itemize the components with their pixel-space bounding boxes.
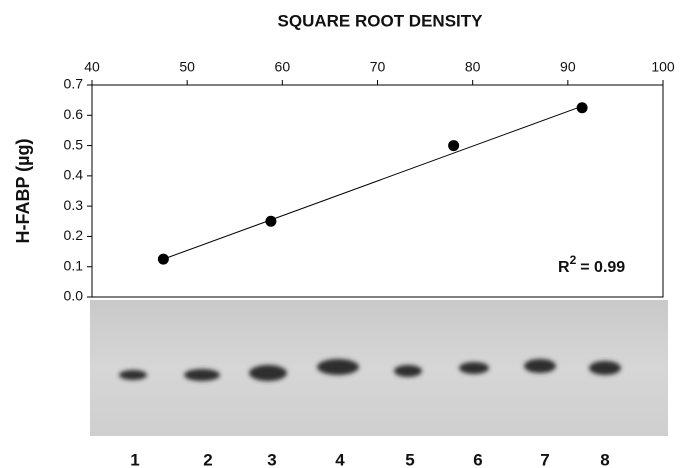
lane-label: 8 [600,450,609,468]
data-point [265,216,276,227]
x-tick-label: 70 [370,59,386,75]
blot-band [119,370,147,380]
blot-band [394,365,422,377]
lane-label: 6 [473,450,482,468]
blot-background [90,300,668,436]
annotation-superscript: 2 [570,253,577,267]
blot [90,300,668,436]
y-tick-label: 0.3 [64,197,84,213]
y-tick-label: 0.2 [64,227,84,243]
lane-label: 1 [130,450,139,468]
annotation: R2= 0.99 [558,253,625,276]
annotation-text: = 0.99 [580,259,625,276]
y-tick-label: 0.7 [64,76,84,92]
x-tick-label: 80 [465,59,481,75]
plot-frame [92,85,663,297]
lane-label: 4 [335,450,345,468]
blot-band [459,362,489,374]
x-tick-label: 40 [84,59,100,75]
blot-band [317,359,359,375]
y-tick-label: 0.4 [64,167,84,183]
lane-label: 2 [203,450,212,468]
blot-band [184,369,220,381]
x-tick-label: 90 [560,59,576,75]
y-tick-label: 0.0 [64,288,84,304]
y-tick-label: 0.1 [64,257,84,273]
blot-band [524,359,556,373]
y-tick-label: 0.5 [64,136,84,152]
data-point [448,140,459,151]
blot-band [249,365,287,381]
annotation-text: R [558,259,570,276]
lane-label: 7 [540,450,549,468]
y-tick-label: 0.6 [64,106,84,122]
x-tick-label: 60 [275,59,291,75]
data-point [158,254,169,265]
lane-label: 3 [267,450,276,468]
blot-band [589,361,621,375]
x-tick-label: 50 [179,59,195,75]
lane-label: 5 [405,450,414,468]
trend-line [163,106,582,259]
data-point [577,102,588,113]
x-tick-label: 100 [651,59,675,75]
y-axis-label: H-FABP (µg) [13,138,33,243]
figure: SQUARE ROOT DENSITY H-FABP (µg) R2= 0.99… [0,0,685,468]
chart-title: SQUARE ROOT DENSITY [278,11,484,30]
